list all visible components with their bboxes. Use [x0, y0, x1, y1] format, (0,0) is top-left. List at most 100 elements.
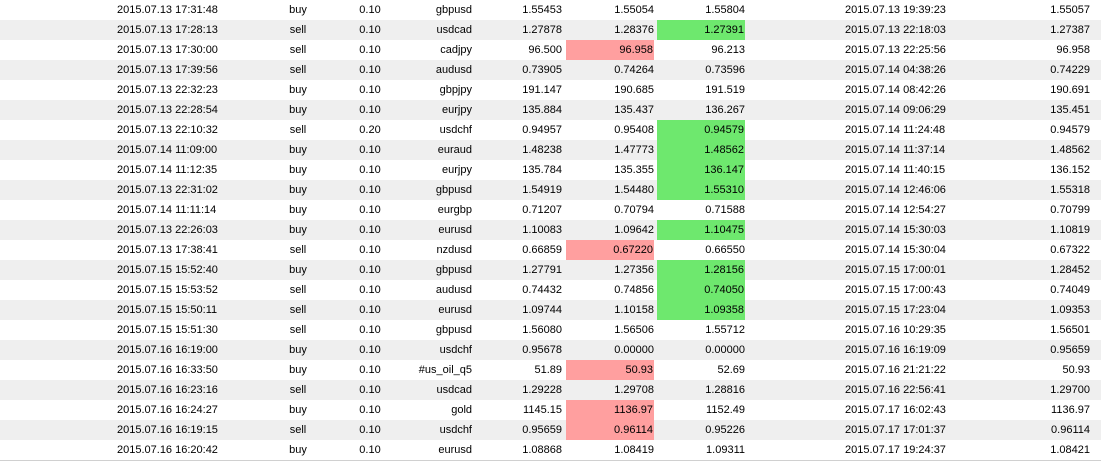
close-time-cell: 2015.07.13 19:39:23	[845, 4, 946, 16]
take-profit-cell: 1.28156	[657, 260, 745, 280]
symbol-cell: eurjpy	[442, 104, 472, 116]
stop-loss-cell: 1.55054	[614, 4, 654, 16]
close-price-cell: 0.74049	[1050, 284, 1090, 296]
type-cell: buy	[289, 344, 307, 356]
symbol-cell: eurusd	[438, 304, 472, 316]
stop-loss-cell: 0.74856	[614, 284, 654, 296]
type-cell: sell	[289, 284, 307, 296]
open-price-cell: 0.66859	[522, 244, 562, 256]
take-profit-cell: 191.519	[705, 84, 745, 96]
table-row[interactable]: 2015.07.16 16:19:00 buy 0.10 usdchf 0.95678 0…	[0, 340, 1101, 360]
table-row[interactable]: 2015.07.13 22:10:32 sell 0.20 usdchf 0.94957…	[0, 120, 1101, 140]
type-cell: buy	[289, 164, 307, 176]
type-cell: buy	[289, 404, 307, 416]
open-time-cell: 2015.07.14 11:12:35	[117, 164, 218, 176]
take-profit-cell: 1.27391	[657, 20, 745, 40]
close-time-cell: 2015.07.14 15:30:03	[845, 224, 946, 236]
table-row[interactable]: 2015.07.13 17:30:00 sell 0.10 cadjpy 96.500 9…	[0, 40, 1101, 60]
table-row[interactable]: 2015.07.13 17:28:13 sell 0.10 usdcad 1.27878…	[0, 20, 1101, 40]
open-time-cell: 2015.07.16 16:20:42	[117, 444, 218, 456]
stop-loss-cell: 190.685	[614, 84, 654, 96]
stop-loss-cell: 50.93	[566, 360, 654, 380]
size-cell: 0.10	[359, 404, 381, 416]
table-row[interactable]: 2015.07.13 17:38:41 sell 0.10 nzdusd 0.66859…	[0, 240, 1101, 260]
type-cell: buy	[289, 4, 307, 16]
open-price-cell: 1145.15	[523, 404, 562, 416]
symbol-cell: gold	[451, 404, 472, 416]
table-row[interactable]: 2015.07.13 22:31:02 buy 0.10 gbpusd 1.54919 1…	[0, 180, 1101, 200]
stop-loss-cell: 0.00000	[614, 344, 654, 356]
close-price-cell: 96.958	[1056, 44, 1090, 56]
stop-loss-cell: 96.958	[566, 40, 654, 60]
table-row[interactable]: 2015.07.16 16:33:50 buy 0.10 #us_oil_q5 51.8…	[0, 360, 1101, 380]
table-row[interactable]: 2015.07.15 15:51:30 sell 0.10 gbpusd 1.56080…	[0, 320, 1101, 340]
size-cell: 0.10	[359, 424, 381, 436]
symbol-cell: eurjpy	[442, 164, 472, 176]
size-cell: 0.10	[359, 324, 381, 336]
table-row[interactable]: 2015.07.13 22:32:23 buy 0.10 gbpjpy 191.147 1…	[0, 80, 1101, 100]
open-time-cell: 2015.07.16 16:19:00	[117, 344, 218, 356]
table-row[interactable]: 2015.07.13 22:28:54 buy 0.10 eurjpy 135.884 1…	[0, 100, 1101, 120]
table-row[interactable]: 2015.07.16 16:19:15 sell 0.10 usdchf 0.95659…	[0, 420, 1101, 440]
open-price-cell: 0.94957	[522, 124, 562, 136]
open-time-cell: 2015.07.13 17:30:00	[117, 44, 218, 56]
open-time-cell: 2015.07.13 17:39:56	[117, 64, 218, 76]
size-cell: 0.10	[359, 204, 381, 216]
size-cell: 0.10	[359, 44, 381, 56]
close-time-cell: 2015.07.14 11:24:48	[845, 124, 946, 136]
type-cell: buy	[289, 264, 307, 276]
close-time-cell: 2015.07.17 16:02:43	[845, 404, 946, 416]
take-profit-cell: 0.95226	[705, 424, 745, 436]
open-price-cell: 1.09744	[522, 304, 562, 316]
take-profit-cell: 1.09358	[657, 300, 745, 320]
table-row[interactable]: 2015.07.16 16:24:27 buy 0.10 gold 1145.15 113…	[0, 400, 1101, 420]
close-price-cell: 190.691	[1050, 84, 1090, 96]
take-profit-cell: 136.147	[657, 160, 745, 180]
table-row[interactable]: 2015.07.13 17:39:56 sell 0.10 audusd 0.73905…	[0, 60, 1101, 80]
take-profit-cell: 136.267	[705, 104, 745, 116]
close-price-cell: 1.10819	[1050, 224, 1090, 236]
symbol-cell: gbpusd	[435, 264, 472, 276]
take-profit-cell: 1.10475	[657, 220, 745, 240]
close-time-cell: 2015.07.14 12:54:27	[845, 204, 946, 216]
type-cell: sell	[289, 324, 307, 336]
stop-loss-cell: 1.09642	[614, 224, 654, 236]
type-cell: buy	[289, 84, 307, 96]
stop-loss-cell: 0.96114	[566, 420, 654, 440]
open-time-cell: 2015.07.16 16:23:16	[117, 384, 218, 396]
close-time-cell: 2015.07.15 17:00:01	[845, 264, 946, 276]
table-row[interactable]: 2015.07.15 15:53:52 sell 0.10 audusd 0.74432…	[0, 280, 1101, 300]
table-row[interactable]: 2015.07.14 11:09:00 buy 0.10 euraud 1.48238 1…	[0, 140, 1101, 160]
stop-loss-cell: 1136.97	[566, 400, 654, 420]
type-cell: sell	[289, 24, 307, 36]
close-price-cell: 0.74229	[1050, 64, 1090, 76]
close-time-cell: 2015.07.14 09:06:29	[845, 104, 946, 116]
take-profit-cell: 1152.49	[706, 404, 745, 416]
table-row[interactable]: 2015.07.13 22:26:03 buy 0.10 eurusd 1.10083 1…	[0, 220, 1101, 240]
close-time-cell: 2015.07.16 21:21:22	[845, 364, 946, 376]
symbol-cell: eurusd	[438, 224, 472, 236]
table-row[interactable]: 2015.07.15 15:52:40 buy 0.10 gbpusd 1.27791 1…	[0, 260, 1101, 280]
size-cell: 0.10	[359, 304, 381, 316]
close-price-cell: 50.93	[1062, 364, 1090, 376]
close-price-cell: 0.95659	[1050, 344, 1090, 356]
type-cell: buy	[289, 224, 307, 236]
stop-loss-cell: 1.28376	[614, 24, 654, 36]
stop-loss-cell: 1.08419	[614, 444, 654, 456]
table-row[interactable]: 2015.07.15 15:50:11 sell 0.10 eurusd 1.09744…	[0, 300, 1101, 320]
type-cell: sell	[289, 304, 307, 316]
size-cell: 0.10	[359, 264, 381, 276]
stop-loss-cell: 0.70794	[614, 204, 654, 216]
close-time-cell: 2015.07.16 10:29:35	[845, 324, 946, 336]
size-cell: 0.10	[359, 24, 381, 36]
table-row[interactable]: 2015.07.14 11:11:14 buy 0.10 eurgbp 0.71207 0…	[0, 200, 1101, 220]
table-row[interactable]: 2015.07.14 11:12:35 buy 0.10 eurjpy 135.784 1…	[0, 160, 1101, 180]
close-time-cell: 2015.07.14 11:40:15	[845, 164, 946, 176]
table-row[interactable]: 2015.07.16 16:23:16 sell 0.10 usdcad 1.29228…	[0, 380, 1101, 400]
close-time-cell: 2015.07.16 16:19:09	[845, 344, 946, 356]
table-row[interactable]: 2015.07.13 17:31:48 buy 0.10 gbpusd 1.55453 1…	[0, 0, 1101, 20]
table-row[interactable]: 2015.07.16 16:20:42 buy 0.10 eurusd 1.08868 1…	[0, 440, 1101, 460]
stop-loss-cell: 135.437	[614, 104, 654, 116]
symbol-cell: gbpusd	[435, 324, 472, 336]
